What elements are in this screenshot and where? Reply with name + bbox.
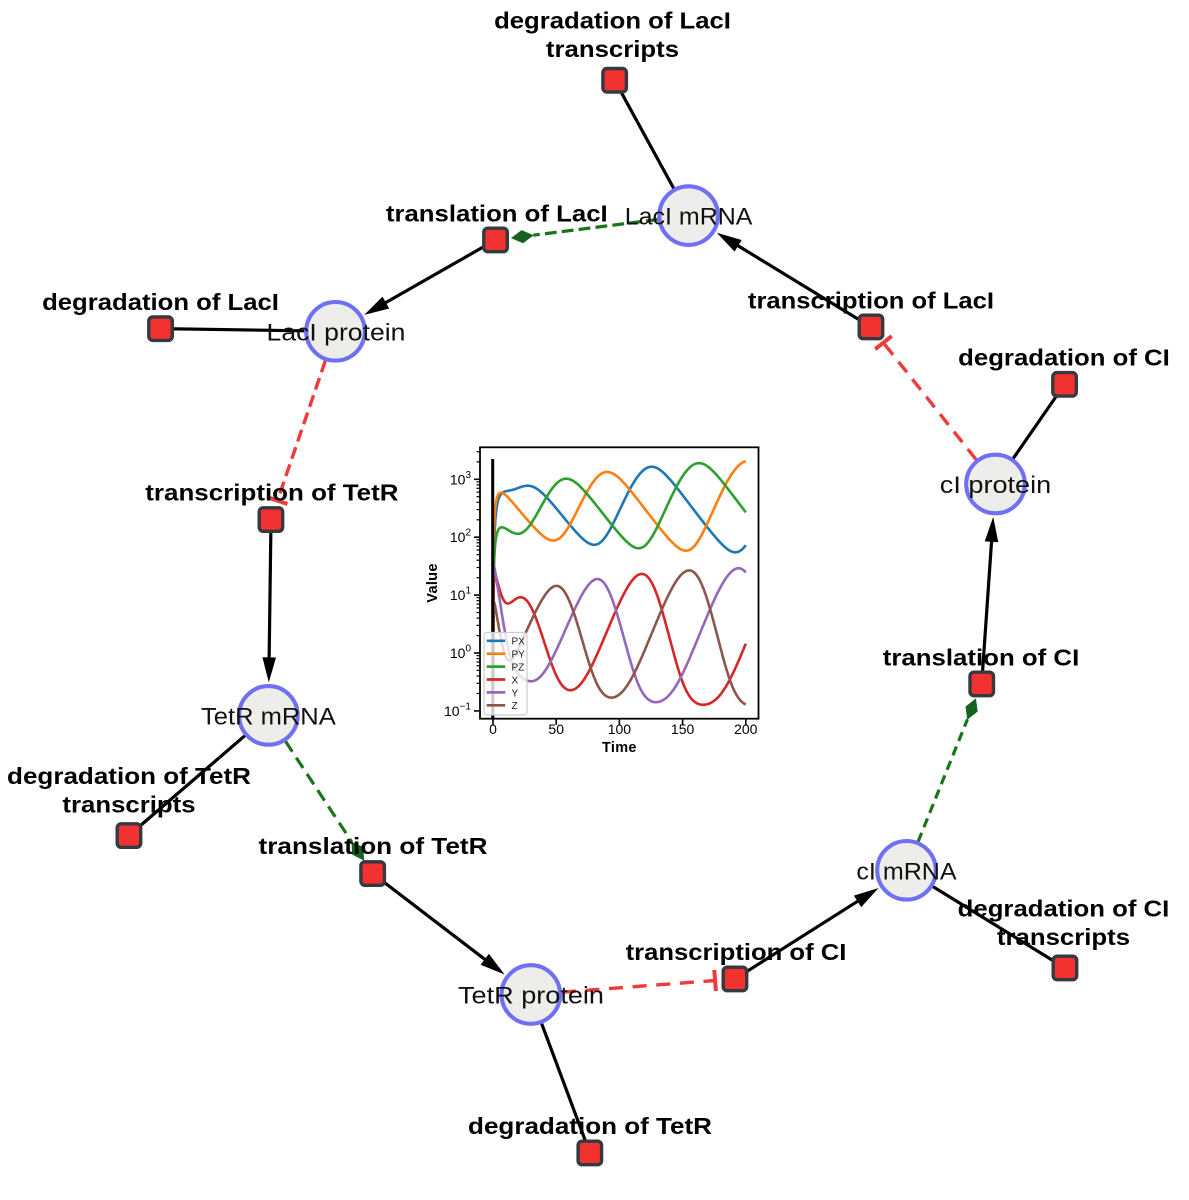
svg-text:translation of CI: translation of CI (883, 645, 1080, 671)
svg-text:degradation of CI: degradation of CI (958, 345, 1170, 371)
svg-text:Value: Value (425, 563, 441, 602)
svg-text:transcription of CI: transcription of CI (626, 939, 847, 965)
svg-text:transcription of TetR: transcription of TetR (145, 479, 399, 505)
svg-text:150: 150 (671, 721, 695, 737)
svg-text:transcripts: transcripts (546, 36, 679, 62)
svg-text:X: X (512, 675, 519, 686)
svg-text:PZ: PZ (512, 663, 525, 674)
svg-text:cI mRNA: cI mRNA (856, 858, 956, 885)
svg-text:degradation of CI: degradation of CI (958, 896, 1170, 922)
svg-text:0: 0 (489, 721, 497, 737)
svg-text:PY: PY (512, 650, 526, 661)
svg-text:TetR protein: TetR protein (458, 983, 604, 1010)
svg-text:200: 200 (734, 721, 758, 737)
svg-text:Time: Time (602, 740, 637, 756)
svg-text:Y: Y (512, 688, 519, 699)
svg-text:degradation of TetR: degradation of TetR (7, 763, 251, 789)
svg-text:PX: PX (512, 637, 526, 648)
svg-text:degradation of TetR: degradation of TetR (468, 1113, 712, 1139)
svg-text:cI protein: cI protein (940, 472, 1051, 499)
svg-text:TetR mRNA: TetR mRNA (201, 703, 336, 730)
svg-text:100: 100 (608, 721, 632, 737)
svg-text:transcripts: transcripts (62, 792, 195, 818)
svg-text:Z: Z (512, 701, 518, 712)
svg-text:translation of TetR: translation of TetR (259, 833, 488, 859)
svg-text:transcription of LacI: transcription of LacI (748, 288, 994, 314)
svg-text:transcripts: transcripts (997, 924, 1130, 950)
svg-text:translation of LacI: translation of LacI (386, 201, 608, 227)
svg-text:degradation of LacI: degradation of LacI (494, 8, 731, 34)
svg-text:LacI protein: LacI protein (267, 319, 406, 346)
svg-text:LacI mRNA: LacI mRNA (625, 204, 753, 231)
svg-text:50: 50 (548, 721, 564, 737)
svg-text:degradation of LacI: degradation of LacI (42, 289, 279, 315)
